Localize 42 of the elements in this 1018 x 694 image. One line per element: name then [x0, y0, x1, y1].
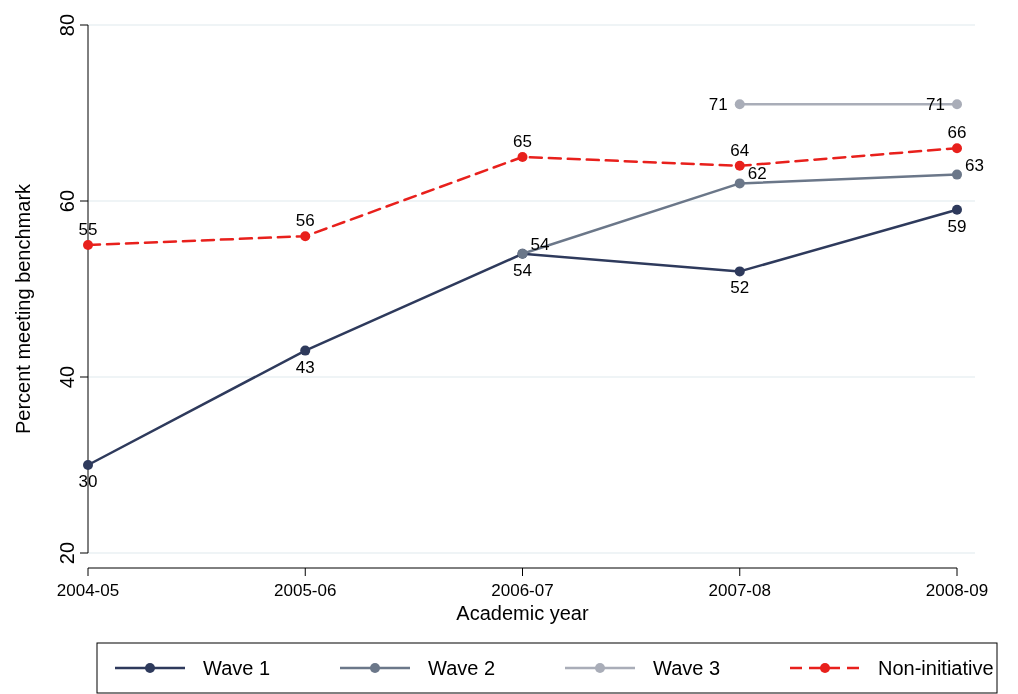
point: [83, 240, 93, 250]
y-tick-label: 80: [56, 13, 78, 37]
x-tick-label: 2007-08: [708, 581, 771, 600]
y-tick-label: 20: [56, 541, 78, 565]
legend-label: Wave 3: [653, 657, 721, 679]
y-axis-title: Percent meeting benchmark: [12, 182, 34, 435]
point: [952, 169, 962, 180]
x-tick-label: 2008-09: [925, 581, 989, 600]
point: [300, 231, 311, 242]
data-label: 63: [965, 155, 984, 175]
data-label: 66: [947, 123, 967, 143]
data-label: 30: [78, 472, 98, 491]
data-label: 59: [947, 216, 967, 236]
legend-label: Wave 1: [203, 657, 271, 679]
point: [734, 266, 745, 277]
y-tick-label: 60: [56, 189, 78, 213]
data-label: 71: [708, 95, 728, 115]
point: [517, 152, 528, 162]
point: [734, 160, 745, 171]
point: [952, 143, 962, 154]
x-axis-title: Academic year: [456, 602, 589, 624]
point: [952, 204, 962, 215]
legend-label: Non-initiative: [878, 657, 994, 679]
legend-label: Wave 2: [428, 657, 496, 679]
data-label: 56: [295, 211, 315, 231]
x-tick-label: 2005-06: [274, 581, 337, 600]
data-label: 43: [295, 357, 315, 377]
x-tick-label: 2004-05: [56, 581, 120, 600]
data-label: 71: [926, 95, 945, 115]
point: [300, 345, 311, 356]
data-label: 52: [730, 278, 750, 298]
x-tick-label: 2006-07: [491, 581, 554, 600]
data-label: 55: [78, 220, 98, 239]
point: [734, 99, 745, 110]
y-tick-label: 40: [56, 365, 78, 389]
data-label: 62: [747, 164, 767, 184]
data-label: 64: [730, 140, 750, 160]
point: [734, 178, 745, 189]
point: [952, 99, 962, 110]
point: [83, 460, 93, 470]
data-label: 65: [513, 132, 532, 151]
data-label: 54: [513, 260, 532, 280]
